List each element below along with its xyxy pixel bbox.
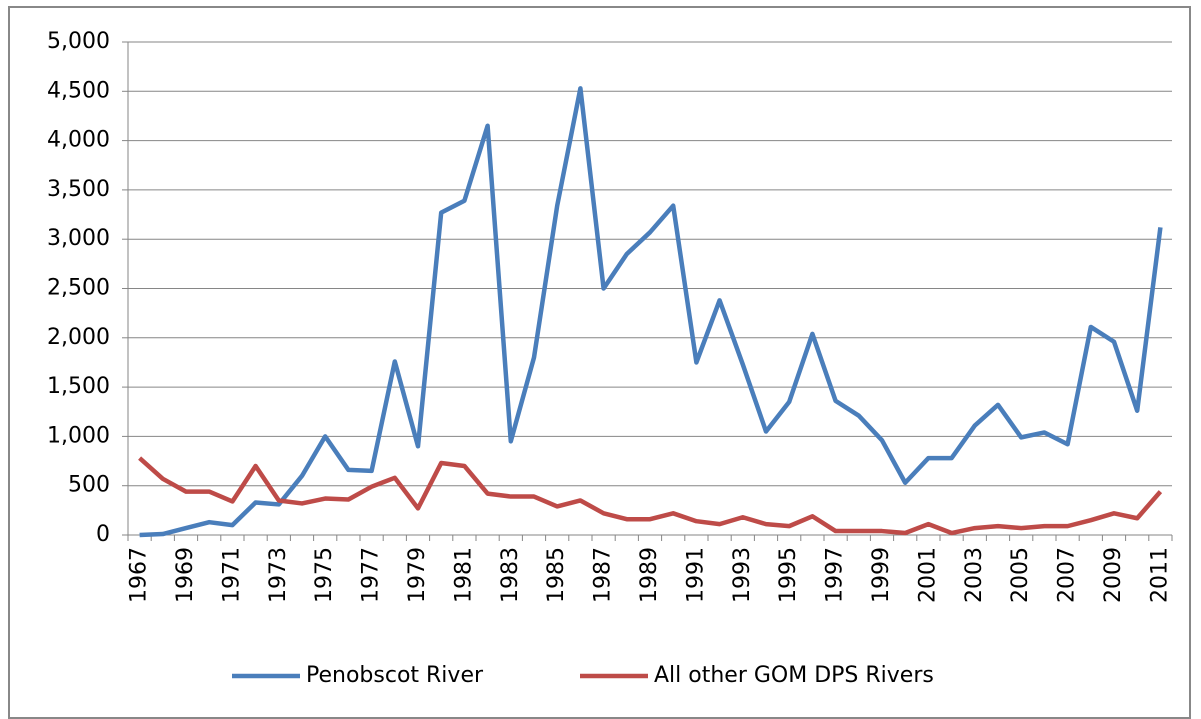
x-tick-label: 1989 bbox=[637, 547, 662, 603]
x-tick-label: 1993 bbox=[730, 547, 755, 603]
y-tick-label: 1,500 bbox=[47, 374, 110, 399]
x-tick-label: 1987 bbox=[591, 547, 616, 603]
y-tick-label: 3,500 bbox=[47, 177, 110, 202]
x-tick-label: 1985 bbox=[544, 547, 569, 603]
x-tick-label: 2001 bbox=[915, 547, 940, 603]
y-tick-label: 0 bbox=[96, 522, 110, 547]
x-tick-label: 2011 bbox=[1147, 547, 1172, 603]
y-tick-label: 4,500 bbox=[47, 78, 110, 103]
x-tick-label: 1975 bbox=[312, 547, 337, 603]
y-tick-label: 500 bbox=[68, 473, 110, 498]
x-tick-label: 1981 bbox=[451, 547, 476, 603]
x-tick-label: 1983 bbox=[498, 547, 523, 603]
chart-frame bbox=[8, 6, 1191, 719]
legend-label: Penobscot River bbox=[306, 663, 484, 688]
y-tick-label: 3,000 bbox=[47, 226, 110, 251]
y-tick-label: 2,500 bbox=[47, 276, 110, 301]
y-tick-label: 5,000 bbox=[47, 29, 110, 54]
y-tick-label: 1,000 bbox=[47, 423, 110, 448]
y-tick-label: 2,000 bbox=[47, 325, 110, 350]
x-tick-label: 1999 bbox=[869, 547, 894, 603]
x-tick-label: 2009 bbox=[1101, 547, 1126, 603]
series-line bbox=[138, 456, 1163, 536]
x-tick-label: 1969 bbox=[173, 547, 198, 603]
x-tick-label: 2007 bbox=[1055, 547, 1080, 603]
legend-label: All other GOM DPS Rivers bbox=[654, 663, 934, 688]
x-tick-label: 2003 bbox=[962, 547, 987, 603]
x-tick-label: 1995 bbox=[776, 547, 801, 603]
y-tick-label: 4,000 bbox=[47, 128, 110, 153]
x-tick-label: 2005 bbox=[1008, 547, 1033, 603]
x-tick-label: 1991 bbox=[683, 547, 708, 603]
x-tick-label: 1967 bbox=[127, 547, 152, 603]
x-tick-label: 1973 bbox=[266, 547, 291, 603]
x-tick-label: 1997 bbox=[823, 547, 848, 603]
x-tick-label: 1971 bbox=[219, 547, 244, 603]
series-line bbox=[139, 86, 1163, 538]
x-tick-label: 1977 bbox=[359, 547, 384, 603]
x-tick-label: 1979 bbox=[405, 547, 430, 603]
